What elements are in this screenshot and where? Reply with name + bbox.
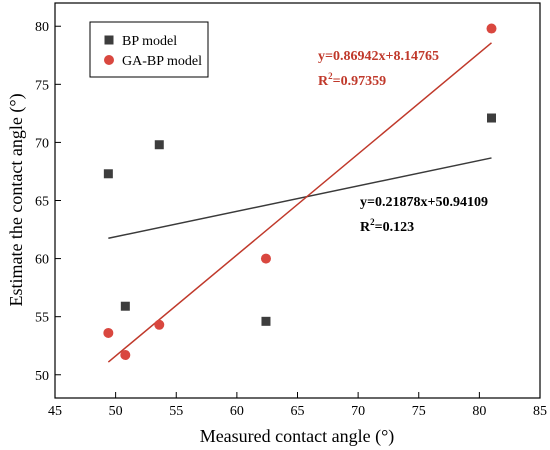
y-tick-label: 75 <box>35 78 49 93</box>
x-tick-label: 80 <box>472 404 486 419</box>
gabp-data-point <box>486 23 497 34</box>
gabp-data-point <box>154 319 165 330</box>
legend-marker-bp <box>104 35 114 45</box>
bp-data-point <box>103 169 113 179</box>
x-tick-label: 60 <box>230 404 244 419</box>
bp-r2-value: =0.123 <box>375 220 414 235</box>
x-tick-label: 65 <box>291 404 305 419</box>
bp-equation: y=0.21878x+50.94109 <box>360 195 488 210</box>
x-tick-label: 45 <box>48 404 62 419</box>
y-tick-label: 65 <box>35 195 49 210</box>
gabp-data-point <box>260 253 271 264</box>
legend-label-bp: BP model <box>122 34 177 49</box>
y-axis-ticks: 50 55 60 65 70 75 80 <box>35 20 61 384</box>
bp-r2: R2=0.123 <box>360 217 414 235</box>
x-tick-label: 75 <box>412 404 426 419</box>
x-axis-ticks: 45 50 55 60 65 70 75 80 85 <box>48 392 547 419</box>
bp-data-point <box>261 316 271 326</box>
y-tick-label: 55 <box>35 311 49 326</box>
bp-fit-line <box>108 157 492 240</box>
x-tick-label: 50 <box>109 404 123 419</box>
gabp-fit-annotation: y=0.86942x+8.14765 R2=0.97359 <box>318 49 439 89</box>
gabp-r2: R2=0.97359 <box>318 71 386 89</box>
gabp-fit-line <box>107 42 492 363</box>
bp-fit-annotation: y=0.21878x+50.94109 R2=0.123 <box>360 195 488 235</box>
bp-data-point <box>154 140 164 150</box>
x-tick-label: 70 <box>351 404 365 419</box>
legend-box <box>89 21 209 78</box>
gabp-r2-sup: 2 <box>328 71 333 81</box>
gabp-data-point <box>120 350 131 361</box>
x-axis-label: Measured contact angle (°) <box>200 426 395 447</box>
data-points <box>103 23 497 361</box>
fit-lines <box>107 42 492 363</box>
y-tick-label: 60 <box>35 253 49 268</box>
bp-r2-label: R <box>360 220 371 235</box>
legend-marker-gabp <box>104 55 114 65</box>
bp-data-point <box>487 113 496 123</box>
legend-label-gabp: GA-BP model <box>122 54 202 69</box>
y-tick-label: 70 <box>35 136 49 151</box>
gabp-data-point <box>103 327 114 338</box>
y-tick-label: 50 <box>35 369 49 384</box>
gabp-r2-value: =0.97359 <box>333 74 386 89</box>
y-axis-label: Estimate the contact angle (°) <box>6 93 27 306</box>
bp-data-point <box>120 301 130 311</box>
legend: BP model GA-BP model <box>89 21 209 78</box>
y-tick-label: 80 <box>35 20 49 35</box>
bp-r2-sup: 2 <box>370 217 375 227</box>
gabp-r2-label: R <box>318 74 329 89</box>
x-tick-label: 85 <box>533 404 547 419</box>
x-tick-label: 55 <box>169 404 183 419</box>
gabp-equation: y=0.86942x+8.14765 <box>318 49 439 64</box>
